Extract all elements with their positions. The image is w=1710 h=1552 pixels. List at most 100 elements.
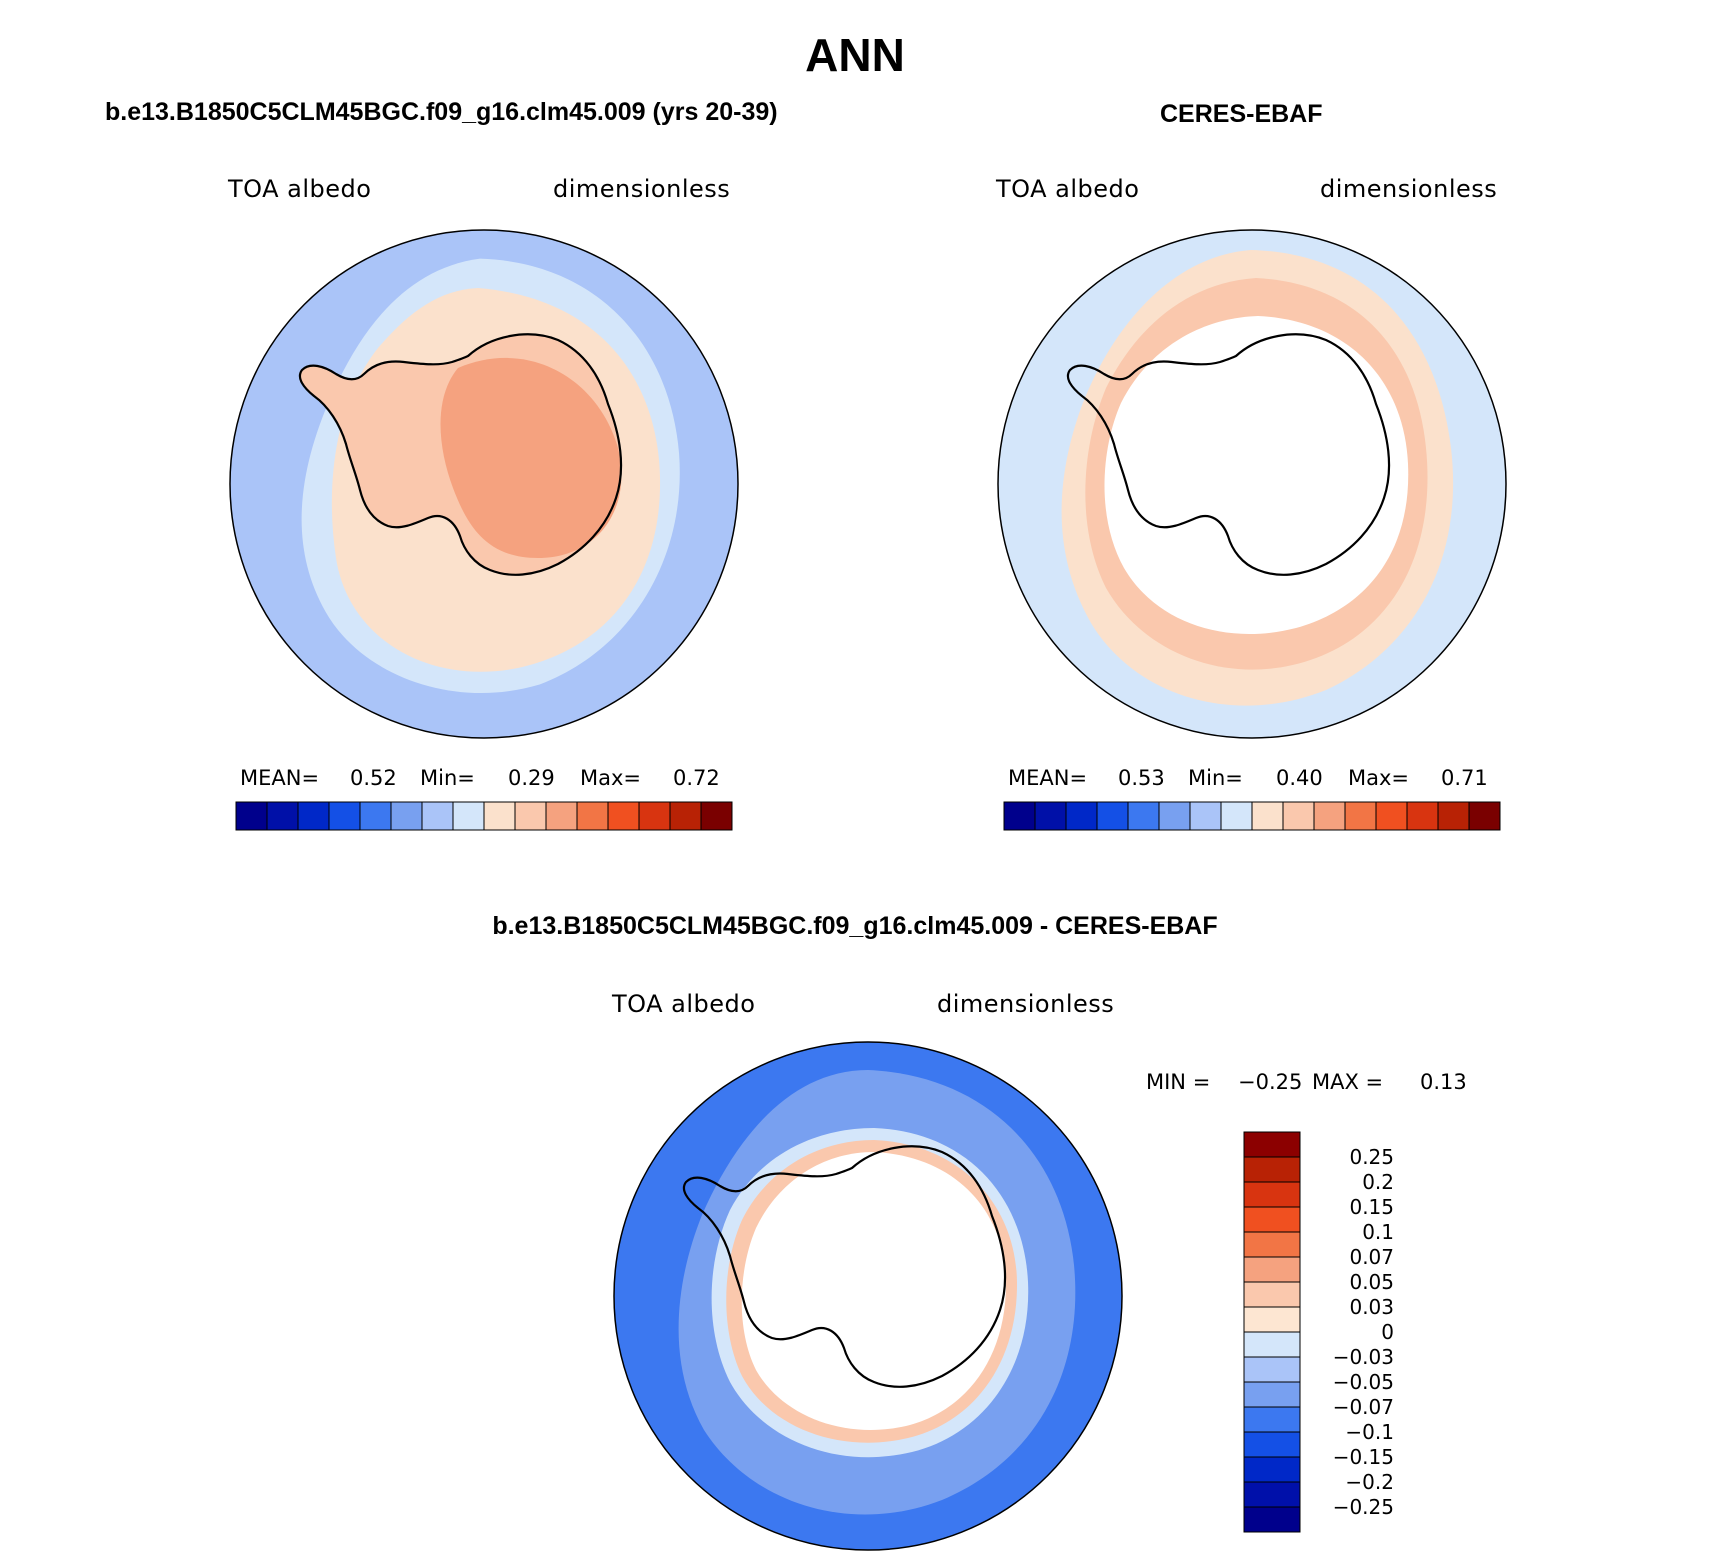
model-mean-label: MEAN= xyxy=(240,766,320,790)
model-colorbar-ticks xyxy=(236,836,732,864)
model-polar-map xyxy=(229,229,739,739)
colorbar-swatch xyxy=(1243,1206,1301,1233)
model-antarctic-interior xyxy=(440,357,622,558)
colorbar-tick-label: 0.05 xyxy=(1349,1270,1394,1294)
obs-mean-label: MEAN= xyxy=(1008,766,1088,790)
colorbar-swatch xyxy=(328,801,361,831)
diff-min-value: −0.25 xyxy=(1238,1070,1303,1094)
colorbar-tick-label: −0.1 xyxy=(1345,1420,1394,1444)
colorbar-swatch xyxy=(1158,801,1191,831)
obs-colorbar-ticks xyxy=(1004,836,1500,864)
colorbar-swatch xyxy=(1243,1481,1301,1508)
obs-colorbar xyxy=(1003,801,1501,831)
obs-min-value: 0.40 xyxy=(1276,766,1323,790)
diff-min-label: MIN = xyxy=(1146,1070,1211,1094)
colorbar-swatch xyxy=(452,801,485,831)
colorbar-tick-label: 0.25 xyxy=(1349,1145,1394,1169)
colorbar-swatch xyxy=(1243,1406,1301,1433)
figure-title: ANN xyxy=(805,29,905,81)
colorbar-swatch xyxy=(1243,1306,1301,1333)
colorbar-swatch xyxy=(545,801,578,831)
model-variable-label: TOA albedo xyxy=(228,175,372,203)
colorbar-swatch xyxy=(297,801,330,831)
obs-panel-title: CERES-EBAF xyxy=(1160,100,1323,128)
diff-coastline xyxy=(682,1145,1007,1388)
diff-interior-mask xyxy=(741,1152,1006,1430)
obs-mean-value: 0.53 xyxy=(1118,766,1165,790)
colorbar-swatch xyxy=(1127,801,1160,831)
colorbar-swatch xyxy=(638,801,671,831)
diff-variable-label: TOA albedo xyxy=(612,990,756,1018)
colorbar-swatch xyxy=(1344,801,1377,831)
colorbar-swatch xyxy=(266,801,299,831)
colorbar-tick-label: −0.03 xyxy=(1332,1345,1394,1369)
colorbar-tick-label: 0.2 xyxy=(1362,1170,1394,1194)
obs-polar-map xyxy=(997,229,1507,739)
colorbar-tick-label: −0.05 xyxy=(1332,1370,1394,1394)
diff-max-value: 0.13 xyxy=(1420,1070,1467,1094)
model-panel-title: b.e13.B1850C5CLM45BGC.f09_g16.clm45.009 … xyxy=(105,98,778,126)
colorbar-swatch xyxy=(1375,801,1408,831)
colorbar-swatch xyxy=(1468,801,1501,831)
diff-polar-map xyxy=(613,1041,1123,1551)
colorbar-tick-label: 0 xyxy=(1381,1320,1394,1344)
colorbar-swatch xyxy=(1243,1256,1301,1283)
colorbar-swatch xyxy=(1243,1381,1301,1408)
colorbar-swatch xyxy=(514,801,547,831)
colorbar-swatch xyxy=(359,801,392,831)
colorbar-swatch xyxy=(1243,1506,1301,1533)
colorbar-swatch xyxy=(483,801,516,831)
colorbar-tick-label: −0.15 xyxy=(1332,1445,1394,1469)
obs-variable-label: TOA albedo xyxy=(996,175,1140,203)
colorbar-swatch xyxy=(1243,1181,1301,1208)
colorbar-swatch xyxy=(1220,801,1253,831)
colorbar-tick-label: −0.07 xyxy=(1332,1395,1394,1419)
colorbar-swatch xyxy=(1096,801,1129,831)
obs-max-label: Max= xyxy=(1348,766,1410,790)
obs-units-label: dimensionless xyxy=(1320,175,1498,203)
model-units-label: dimensionless xyxy=(553,175,731,203)
colorbar-swatch xyxy=(576,801,609,831)
obs-min-label: Min= xyxy=(1188,766,1243,790)
colorbar-swatch xyxy=(1243,1431,1301,1458)
model-coastline xyxy=(298,333,623,576)
obs-map-boundary xyxy=(997,229,1507,739)
colorbar-swatch xyxy=(607,801,640,831)
colorbar-swatch xyxy=(1406,801,1439,831)
colorbar-swatch xyxy=(1282,801,1315,831)
colorbar-swatch xyxy=(1243,1156,1301,1183)
colorbar-swatch xyxy=(421,801,454,831)
colorbar-tick-label: 0.1 xyxy=(1362,1220,1394,1244)
model-mean-value: 0.52 xyxy=(350,766,397,790)
model-min-label: Min= xyxy=(420,766,475,790)
colorbar-swatch xyxy=(235,801,268,831)
colorbar-tick-label: 0.07 xyxy=(1349,1245,1394,1269)
colorbar-swatch xyxy=(1189,801,1222,831)
obs-max-value: 0.71 xyxy=(1441,766,1488,790)
colorbar-tick-label: −0.2 xyxy=(1345,1470,1394,1494)
model-max-label: Max= xyxy=(580,766,642,790)
diff-max-label: MAX = xyxy=(1312,1070,1384,1094)
colorbar-tick-label: 0.15 xyxy=(1349,1195,1394,1219)
colorbar-swatch xyxy=(1437,801,1470,831)
colorbar-swatch xyxy=(1251,801,1284,831)
obs-coastline xyxy=(1066,333,1391,576)
model-max-value: 0.72 xyxy=(673,766,720,790)
colorbar-swatch xyxy=(1243,1131,1301,1158)
diff-panel-title: b.e13.B1850C5CLM45BGC.f09_g16.clm45.009 … xyxy=(492,912,1218,940)
diff-colorbar-ticks: 0.25 0.2 0.15 0.1 0.07 0.05 0.03 0 −0.03 −0.05 −0.… xyxy=(1306,1132,1396,1532)
model-colorbar xyxy=(235,801,733,831)
colorbar-swatch xyxy=(1065,801,1098,831)
colorbar-swatch xyxy=(1243,1231,1301,1258)
colorbar-swatch xyxy=(1003,801,1036,831)
colorbar-swatch xyxy=(700,801,733,831)
colorbar-swatch xyxy=(390,801,423,831)
colorbar-swatch xyxy=(1313,801,1346,831)
obs-interior-mask xyxy=(1104,316,1409,635)
colorbar-swatch xyxy=(1243,1356,1301,1383)
colorbar-tick-label: 0.03 xyxy=(1349,1295,1394,1319)
colorbar-swatch xyxy=(1034,801,1067,831)
model-map-boundary xyxy=(229,229,739,739)
colorbar-tick-label: −0.25 xyxy=(1332,1495,1394,1519)
colorbar-swatch xyxy=(1243,1456,1301,1483)
